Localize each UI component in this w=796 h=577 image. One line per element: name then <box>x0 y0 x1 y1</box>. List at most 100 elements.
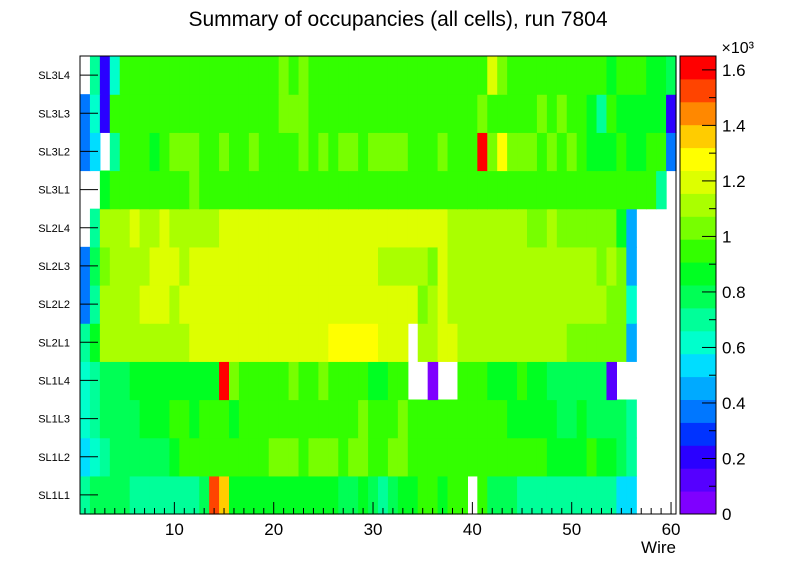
heatmap-cell <box>348 246 359 286</box>
heatmap-cell <box>397 56 409 95</box>
heatmap-cell <box>368 475 379 515</box>
heatmap-cell <box>517 399 528 439</box>
heatmap-cell <box>527 399 538 439</box>
heatmap-cell <box>606 475 617 515</box>
heatmap-cell <box>169 94 180 133</box>
heatmap-cell <box>527 132 538 172</box>
heatmap-cell <box>298 361 310 401</box>
heatmap-cell <box>99 208 111 248</box>
heatmap-cell <box>477 132 488 172</box>
heatmap-cell <box>149 285 161 324</box>
heatmap-cell <box>397 437 409 477</box>
heatmap-cell <box>556 475 568 515</box>
heatmap-cell <box>378 437 389 477</box>
heatmap-cell <box>149 132 161 172</box>
heatmap-cell <box>159 246 170 286</box>
heatmap-cell <box>159 94 170 133</box>
heatmap-cell <box>626 208 637 248</box>
heatmap-cell <box>179 170 190 210</box>
heatmap-cell <box>109 361 121 401</box>
heatmap-cell <box>397 361 409 401</box>
heatmap-cell <box>606 437 617 477</box>
x-tick-label: 20 <box>264 520 283 539</box>
heatmap-cell <box>308 475 319 515</box>
heatmap-cell <box>616 399 627 439</box>
heatmap-cell <box>328 361 339 401</box>
heatmap-cell <box>209 475 220 515</box>
heatmap-cell <box>447 132 459 172</box>
heatmap-cell <box>527 323 538 362</box>
heatmap-cell <box>119 246 131 286</box>
heatmap-cell <box>308 208 319 248</box>
heatmap-cell <box>527 56 538 95</box>
heatmap-cell <box>427 437 439 477</box>
heatmap-cell <box>338 56 349 95</box>
heatmap-cell <box>358 246 369 286</box>
heatmap-cell <box>566 56 578 95</box>
heatmap-cell <box>248 437 260 477</box>
heatmap-cell <box>387 323 399 362</box>
heatmap-cell <box>308 132 319 172</box>
heatmap-cell <box>586 56 598 95</box>
heatmap-cell <box>358 475 369 515</box>
heatmap-cell <box>149 170 161 210</box>
heatmap-cell <box>467 170 478 210</box>
y-tick-label: SL3L2 <box>38 146 70 158</box>
heatmap-cell <box>556 399 568 439</box>
heatmap-cell <box>298 475 310 515</box>
heatmap-cell <box>427 56 439 95</box>
heatmap-cell <box>278 361 290 401</box>
heatmap-cell <box>288 399 300 439</box>
heatmap-cell <box>298 246 310 286</box>
heatmap-cell <box>139 170 151 210</box>
heatmap-cell <box>358 208 369 248</box>
heatmap-cell <box>278 170 290 210</box>
heatmap-cell <box>268 132 280 172</box>
heatmap-cell <box>348 56 359 95</box>
heatmap-cell <box>298 285 310 324</box>
y-tick-label: SL1L1 <box>38 490 70 502</box>
heatmap-cell <box>318 132 329 172</box>
heatmap-cell <box>119 323 131 362</box>
heatmap-cell <box>119 170 131 210</box>
heatmap-cell <box>328 323 339 362</box>
heatmap-cell <box>387 361 399 401</box>
heatmap-cell <box>467 437 478 477</box>
heatmap-cell <box>606 361 617 401</box>
heatmap-cell <box>99 323 111 362</box>
heatmap-cell <box>378 132 389 172</box>
heatmap-cell <box>616 323 627 362</box>
color-scale-swatch <box>680 285 716 309</box>
heatmap-cell <box>517 208 528 248</box>
heatmap-cell <box>666 56 677 95</box>
color-scale-swatch <box>680 399 716 423</box>
heatmap-cell <box>229 246 240 286</box>
color-scale-swatch <box>680 422 716 446</box>
heatmap-cell <box>576 437 588 477</box>
heatmap-cell <box>179 323 190 362</box>
color-scale-swatch <box>680 56 716 80</box>
heatmap-cell <box>536 246 548 286</box>
heatmap-cell <box>179 399 190 439</box>
heatmap-cell <box>358 323 369 362</box>
heatmap-cell <box>199 285 210 324</box>
heatmap-cell <box>606 323 617 362</box>
color-scale-swatch <box>680 330 716 355</box>
heatmap-cell <box>497 361 508 401</box>
heatmap-cell <box>248 399 260 439</box>
heatmap-cell <box>219 361 230 401</box>
heatmap-cell <box>576 323 588 362</box>
color-scale-swatch <box>680 78 716 103</box>
heatmap-cell <box>407 246 419 286</box>
color-scale-swatch <box>680 468 716 492</box>
heatmap-cell <box>457 94 468 133</box>
heatmap-cell <box>119 399 131 439</box>
heatmap-cell <box>338 94 349 133</box>
heatmap-cell <box>199 437 210 477</box>
heatmap-cell <box>338 285 349 324</box>
heatmap-cell <box>626 56 637 95</box>
heatmap-cell <box>447 208 459 248</box>
heatmap-cell <box>288 170 300 210</box>
heatmap-cell <box>328 399 339 439</box>
heatmap-cell <box>308 246 319 286</box>
